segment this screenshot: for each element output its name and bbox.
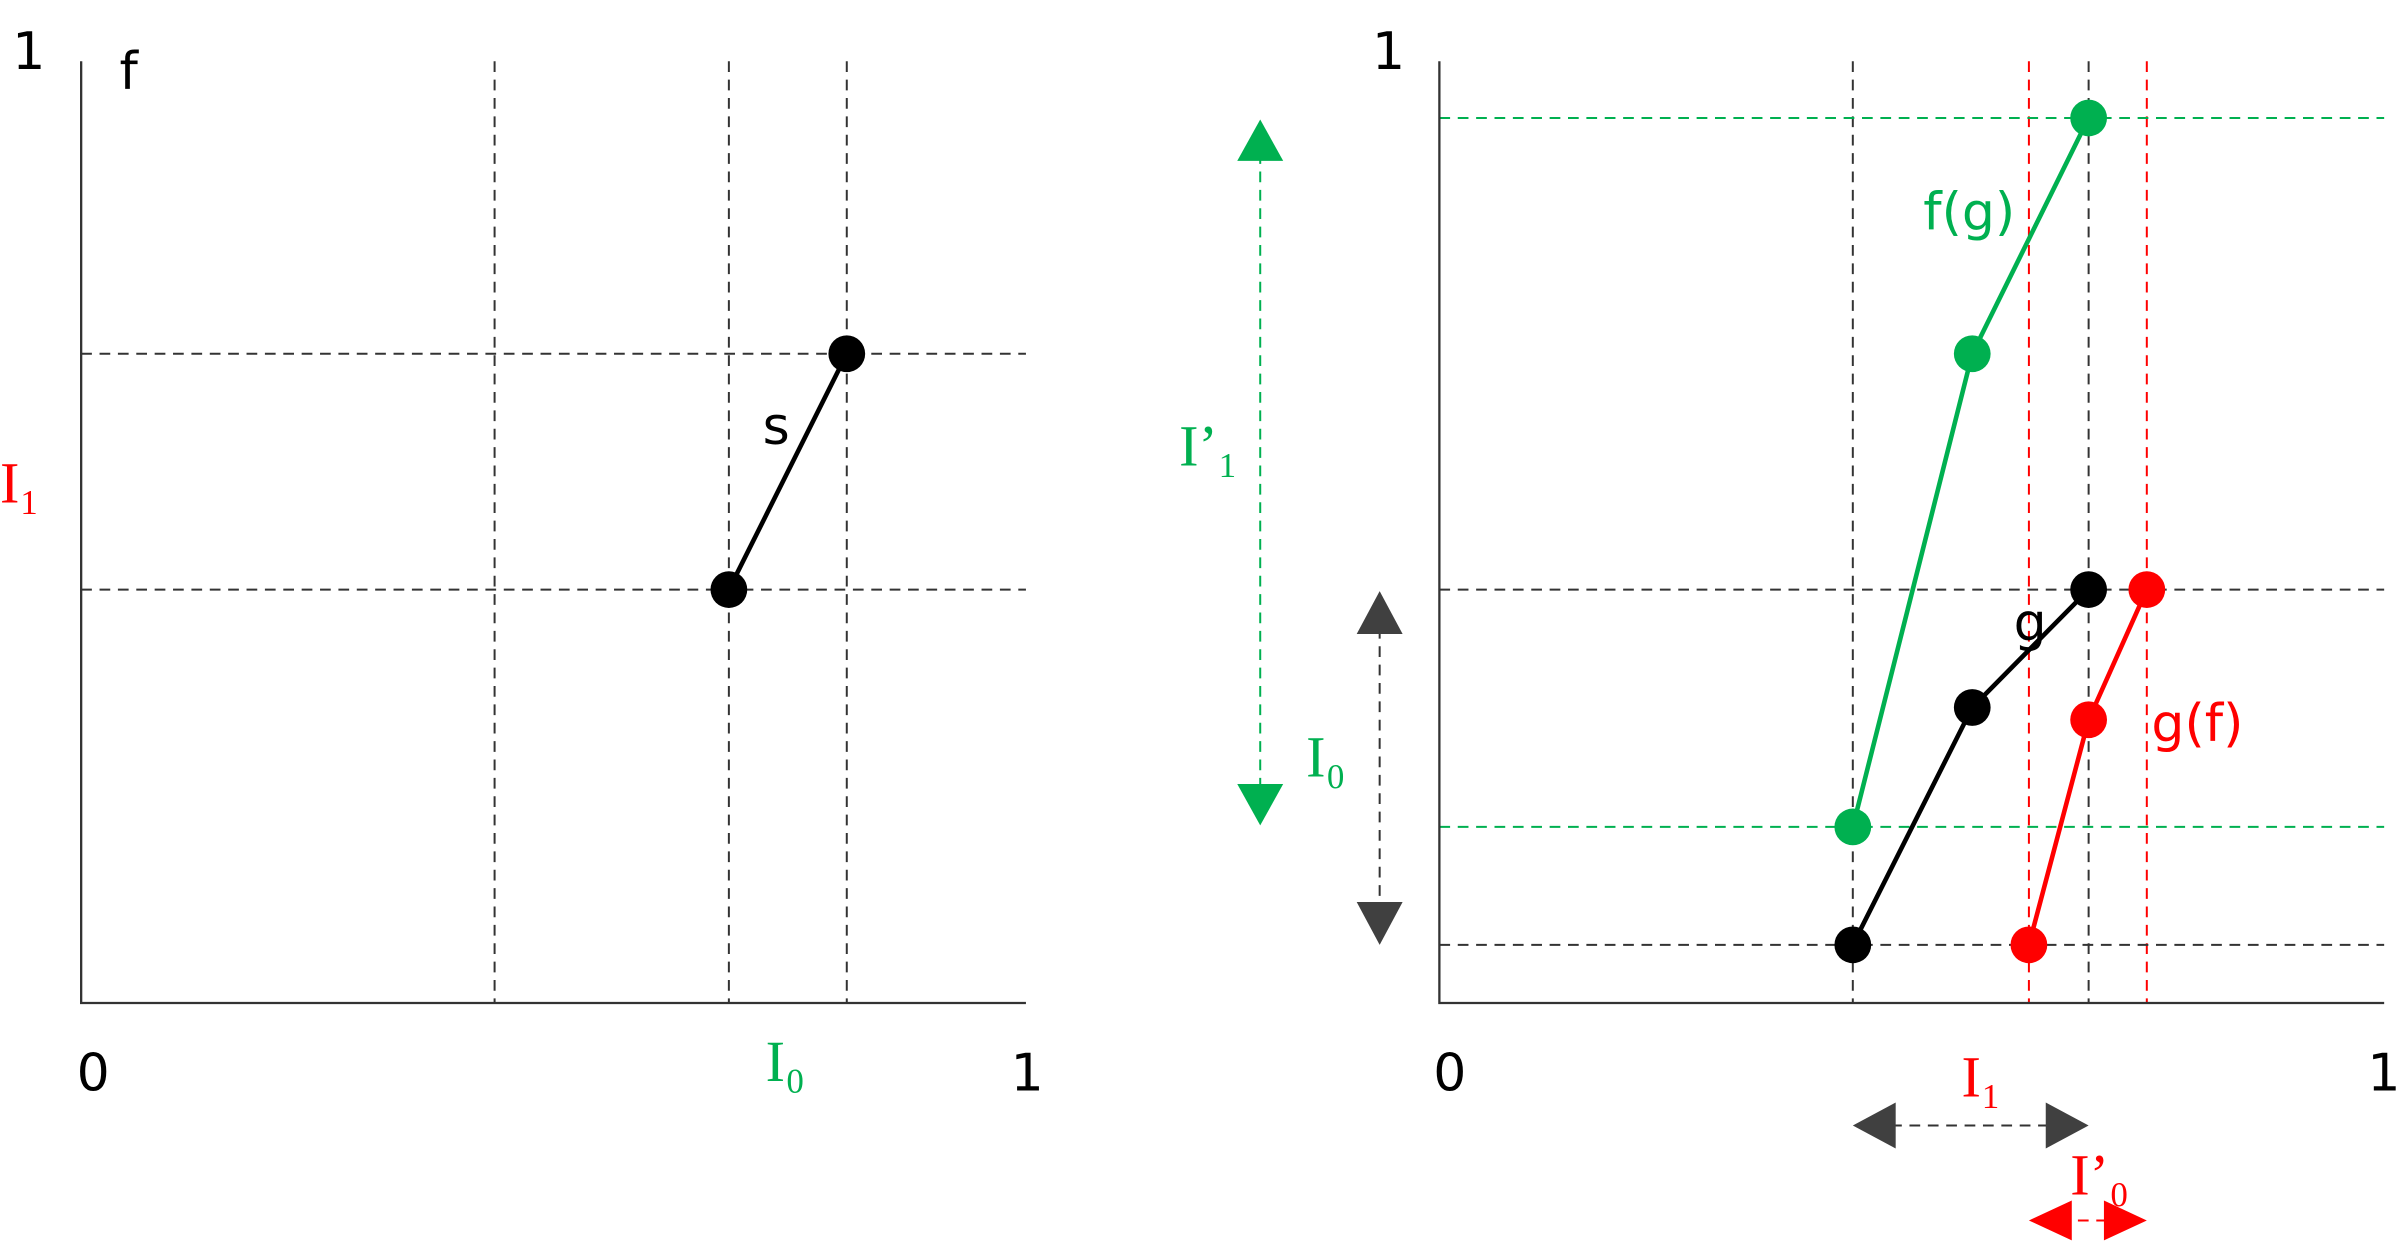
interval-label: I₁ [1962, 1044, 2002, 1109]
segment-label: s [763, 397, 790, 457]
interval-label: I₁ [0, 450, 40, 515]
axis-label: 1 [1011, 1043, 1044, 1103]
arrow-head [2103, 1200, 2147, 1241]
axes [80, 61, 1026, 1005]
left-panel: 1 f 0 1 I₀ I₁ s [0, 22, 1044, 1103]
black-curve [1850, 587, 2091, 946]
function-label: f [119, 42, 139, 102]
interval-label: I’₀ [2070, 1142, 2129, 1207]
red-points [2010, 571, 2166, 964]
arrow-head [2028, 1200, 2072, 1241]
axis-label: 1 [12, 22, 45, 82]
curve-label: f(g) [1923, 183, 2015, 243]
black-points [1834, 571, 2107, 964]
point [828, 335, 866, 373]
axis-label: 0 [77, 1043, 110, 1103]
arrow-head [1356, 591, 1403, 634]
green-points [1834, 99, 2107, 846]
arrow-head [1237, 119, 1284, 161]
axis-label: 1 [2367, 1043, 2400, 1103]
arrow-head [2045, 1102, 2089, 1149]
axes [1438, 61, 2385, 1005]
curve-label: g [2014, 593, 2047, 653]
arrow-head [1852, 1102, 1896, 1149]
point [710, 571, 748, 608]
interval-label: I₀ [1306, 724, 1346, 789]
curve-label: g(f) [2151, 694, 2243, 754]
interval-label: I₀ [766, 1029, 806, 1094]
right-panel: 1 0 1 f(g) g g(f) I’₁ I₀ I₁ I’₀ [1179, 22, 2400, 1241]
arrow-head [1237, 784, 1284, 826]
segment [726, 352, 849, 591]
interval-label: I’₁ [1179, 414, 1238, 479]
axis-label: 0 [1433, 1043, 1466, 1103]
axis-label: 1 [1372, 22, 1405, 82]
arrow-head [1356, 901, 1403, 945]
